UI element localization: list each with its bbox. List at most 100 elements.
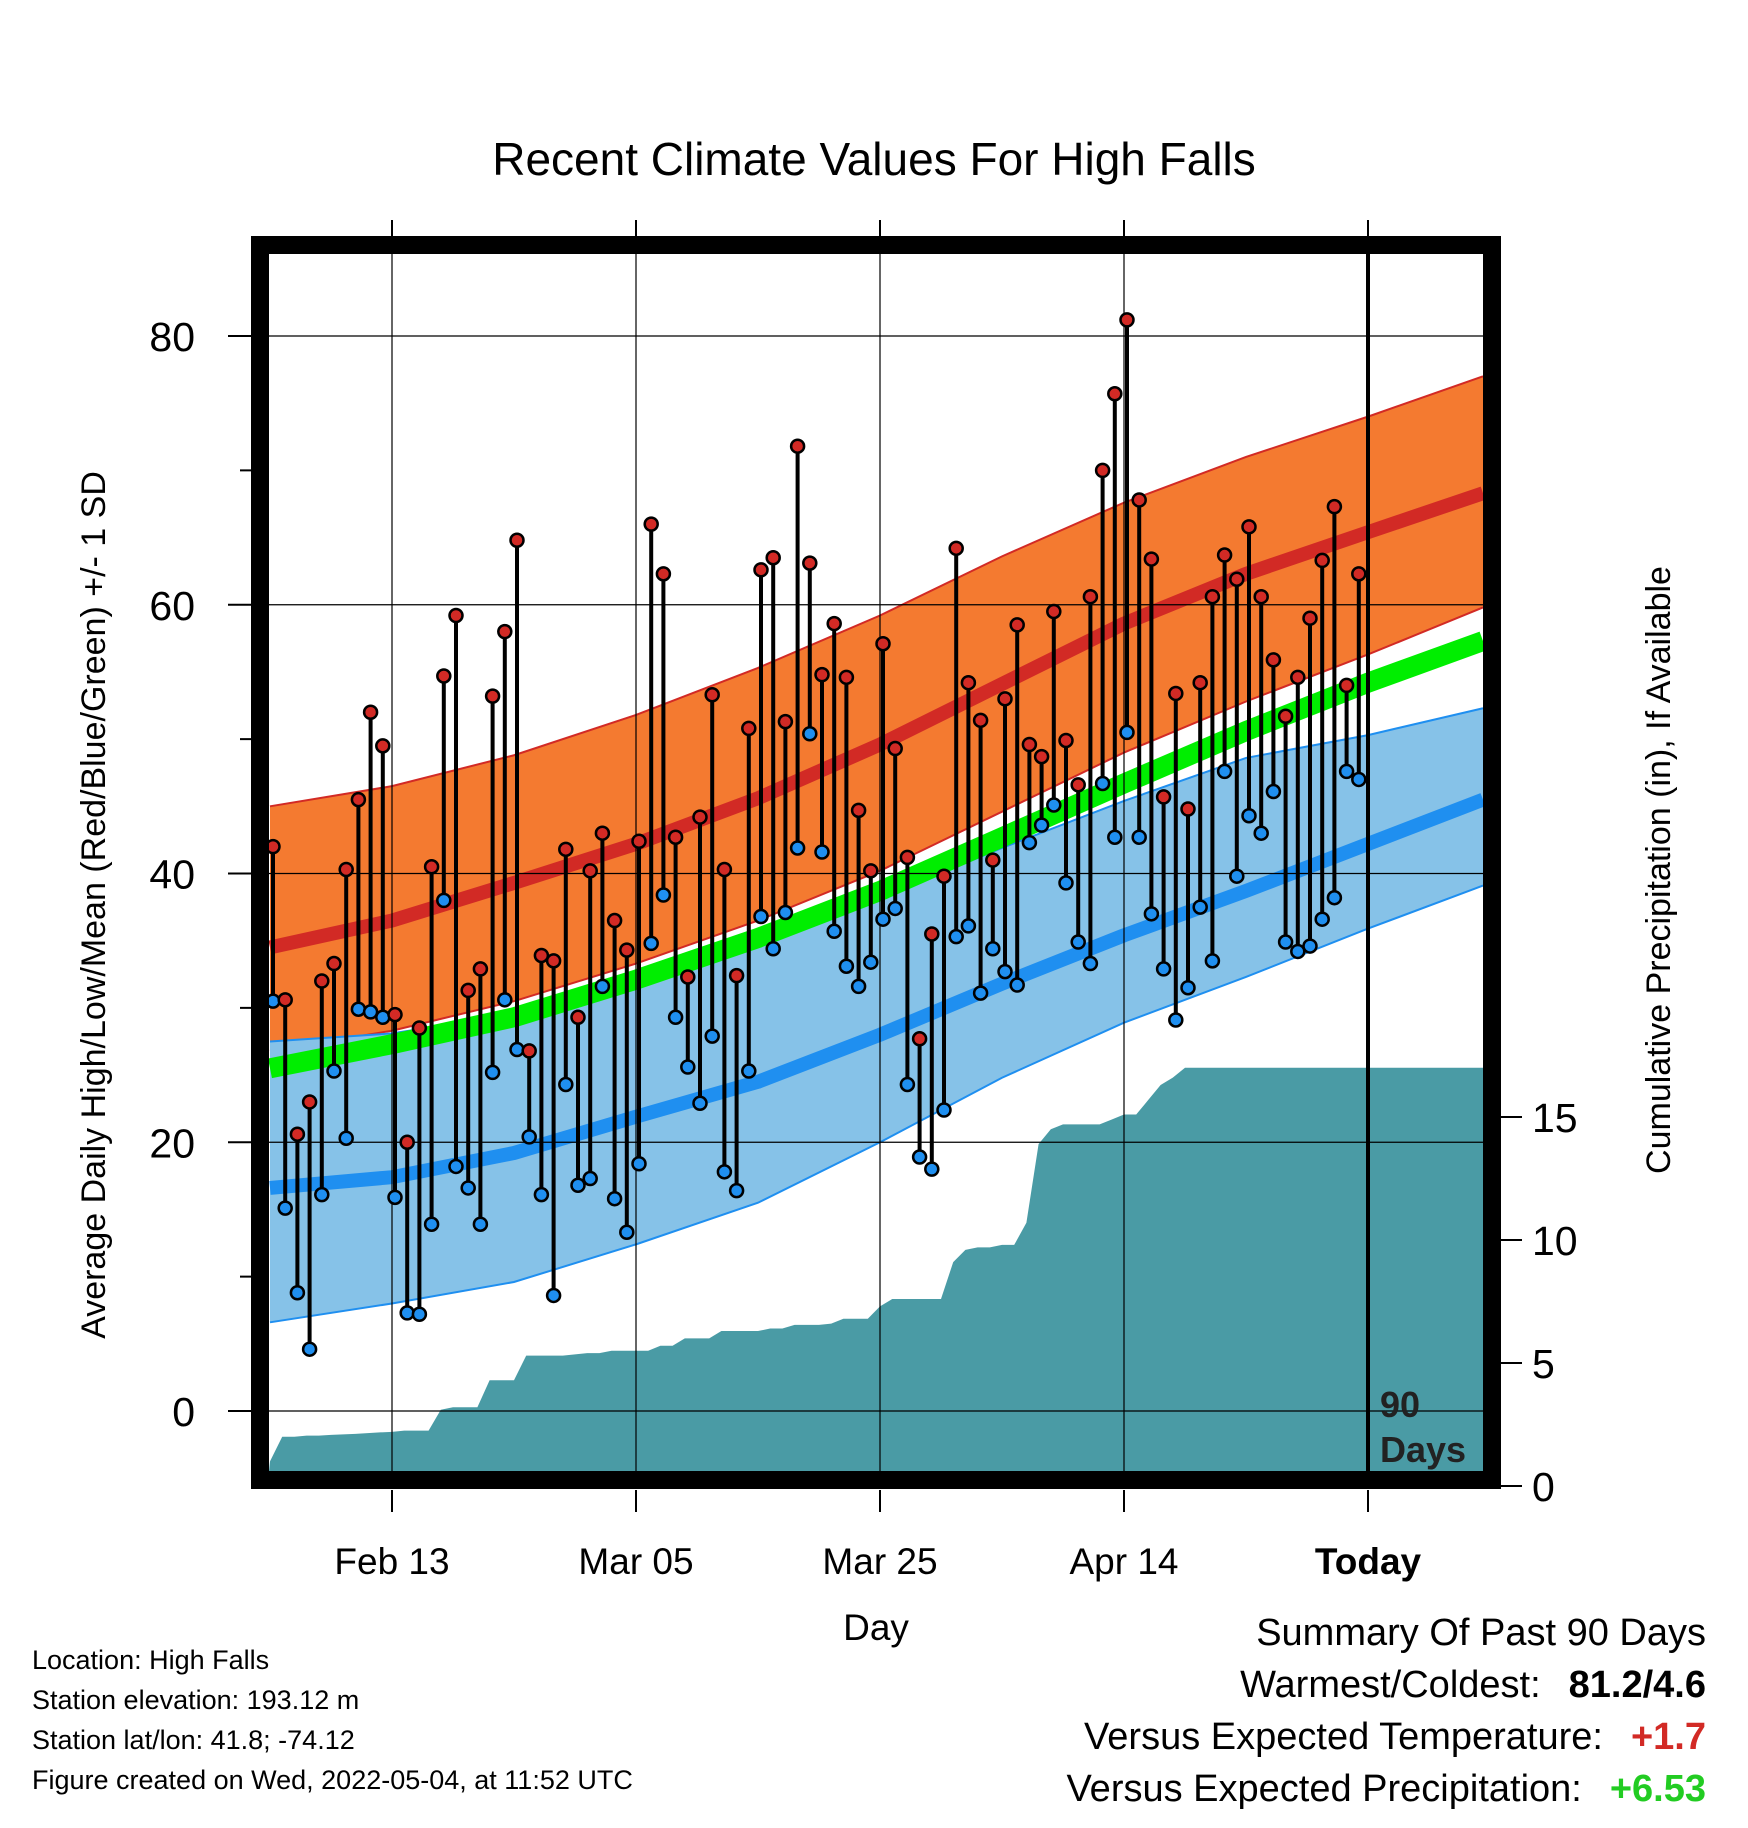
daily-high-point <box>1302 610 1318 626</box>
daily-low-point <box>301 1341 318 1357</box>
daily-low-point <box>1241 807 1257 824</box>
daily-low-point <box>362 1004 379 1020</box>
daily-high-point <box>497 623 513 640</box>
daily-low-point <box>1168 1012 1184 1028</box>
daily-low-point <box>509 1041 525 1058</box>
daily-low-point <box>741 1063 757 1079</box>
daily-high-point <box>680 969 696 985</box>
daily-low-point <box>521 1129 537 1145</box>
daily-low-point <box>1290 943 1306 960</box>
daily-high-point <box>716 861 733 878</box>
daily-low-point <box>277 1200 293 1216</box>
daily-high-point <box>960 674 977 691</box>
daily-high-point <box>1046 603 1062 620</box>
daily-high-point <box>899 849 916 866</box>
daily-low-point <box>643 935 659 952</box>
daily-low-point <box>1180 979 1196 996</box>
warmest-value: 81.2/4.6 <box>1568 1664 1706 1706</box>
daily-low-point <box>472 1216 489 1232</box>
right-axis-label: Cumulative Precipitation (in), If Availa… <box>1640 566 1678 1174</box>
x-axis-label: Day <box>843 1607 909 1648</box>
daily-low-point <box>448 1158 464 1175</box>
daily-high-point <box>545 953 562 969</box>
daily-high-point <box>1168 685 1184 702</box>
daily-low-point <box>1351 771 1367 788</box>
right-tick-label: 10 <box>1532 1218 1578 1264</box>
daily-low-point <box>1265 783 1282 800</box>
daily-high-point <box>777 713 794 730</box>
daily-low-point <box>460 1180 476 1196</box>
daily-low-point <box>826 923 842 940</box>
daily-high-point <box>1290 669 1306 686</box>
daily-low-point <box>814 844 830 860</box>
summary-header: Summary Of Past 90 Days <box>1256 1612 1706 1654</box>
daily-high-point <box>448 607 464 624</box>
left-tick-label: 20 <box>149 1120 195 1166</box>
right-tick-label: 15 <box>1532 1095 1578 1141</box>
daily-high-point <box>887 740 903 757</box>
daily-low-point <box>631 1156 647 1172</box>
daily-high-point <box>704 687 720 703</box>
daily-high-point <box>338 861 354 878</box>
daily-high-point <box>826 615 842 632</box>
low-band-fill <box>270 708 1483 1323</box>
daily-high-point <box>423 859 440 875</box>
daily-low-point <box>411 1306 428 1322</box>
summary-panel: Summary Of Past 90 Days Warmest/Coldest:… <box>1066 1612 1706 1820</box>
daily-high-point <box>838 669 855 686</box>
daily-high-point <box>362 704 379 720</box>
daily-high-point <box>631 833 647 849</box>
daily-low-point <box>680 1059 696 1075</box>
high-band-fill <box>270 376 1483 1051</box>
daily-high-point <box>594 825 611 841</box>
daily-low-point <box>387 1189 403 1206</box>
daily-low-point <box>692 1095 708 1112</box>
daily-low-point <box>423 1216 440 1232</box>
daily-low-point <box>716 1164 733 1180</box>
daily-high-point <box>875 635 891 652</box>
x-tick-label: Mar 05 <box>578 1541 693 1582</box>
daily-high-point <box>1216 547 1233 563</box>
daily-high-point <box>911 1031 928 1047</box>
daily-low-point <box>1326 889 1343 906</box>
daily-high-point <box>985 852 1001 868</box>
daily-high-point <box>850 802 867 819</box>
warmest-label: Warmest/Coldest: <box>1240 1664 1541 1706</box>
daily-high-point <box>1033 748 1050 765</box>
today-marker-label-line2: Days <box>1380 1429 1466 1470</box>
daily-high-point <box>1192 674 1208 691</box>
daily-low-point <box>375 1009 391 1026</box>
daily-high-point <box>301 1094 318 1110</box>
daily-low-point <box>1314 911 1330 927</box>
daily-low-point <box>1143 906 1160 922</box>
daily-high-point <box>436 668 452 684</box>
daily-low-point <box>1277 934 1294 950</box>
daily-high-point <box>1070 777 1086 793</box>
daily-low-point <box>972 985 989 1001</box>
daily-low-point <box>1302 938 1318 954</box>
daily-high-point <box>1155 789 1172 805</box>
daily-low-point <box>533 1186 550 1203</box>
daily-high-point <box>936 868 952 884</box>
daily-high-point <box>375 738 391 754</box>
precip-label: Versus Expected Precipitation: <box>1066 1768 1582 1810</box>
daily-high-point <box>1338 677 1355 694</box>
x-tick-label: Feb 13 <box>334 1541 449 1582</box>
station-info: Location: High Falls Station elevation: … <box>32 1640 633 1800</box>
daily-low-point <box>1119 724 1135 741</box>
latlon-text: Station lat/lon: 41.8; -74.12 <box>32 1725 355 1755</box>
axes: 0 20 40 60 80 0 5 10 15 Feb 13 Mar 05 Mar 25 Apr 14 T… <box>149 220 1578 1582</box>
daily-high-point <box>460 982 476 999</box>
cumulative-precipitation-area <box>269 1067 1483 1471</box>
x-tick-label: Mar 25 <box>822 1541 937 1582</box>
daily-high-point <box>863 863 879 879</box>
daily-high-point <box>1119 312 1135 328</box>
daily-high-point <box>1009 617 1025 633</box>
daily-low-point <box>948 928 964 945</box>
daily-high-point <box>948 540 964 557</box>
daily-low-point <box>570 1177 586 1193</box>
daily-low-point <box>1338 763 1355 780</box>
daily-high-point <box>1351 566 1367 582</box>
daily-low-point <box>850 978 867 995</box>
daily-high-point <box>692 809 708 825</box>
